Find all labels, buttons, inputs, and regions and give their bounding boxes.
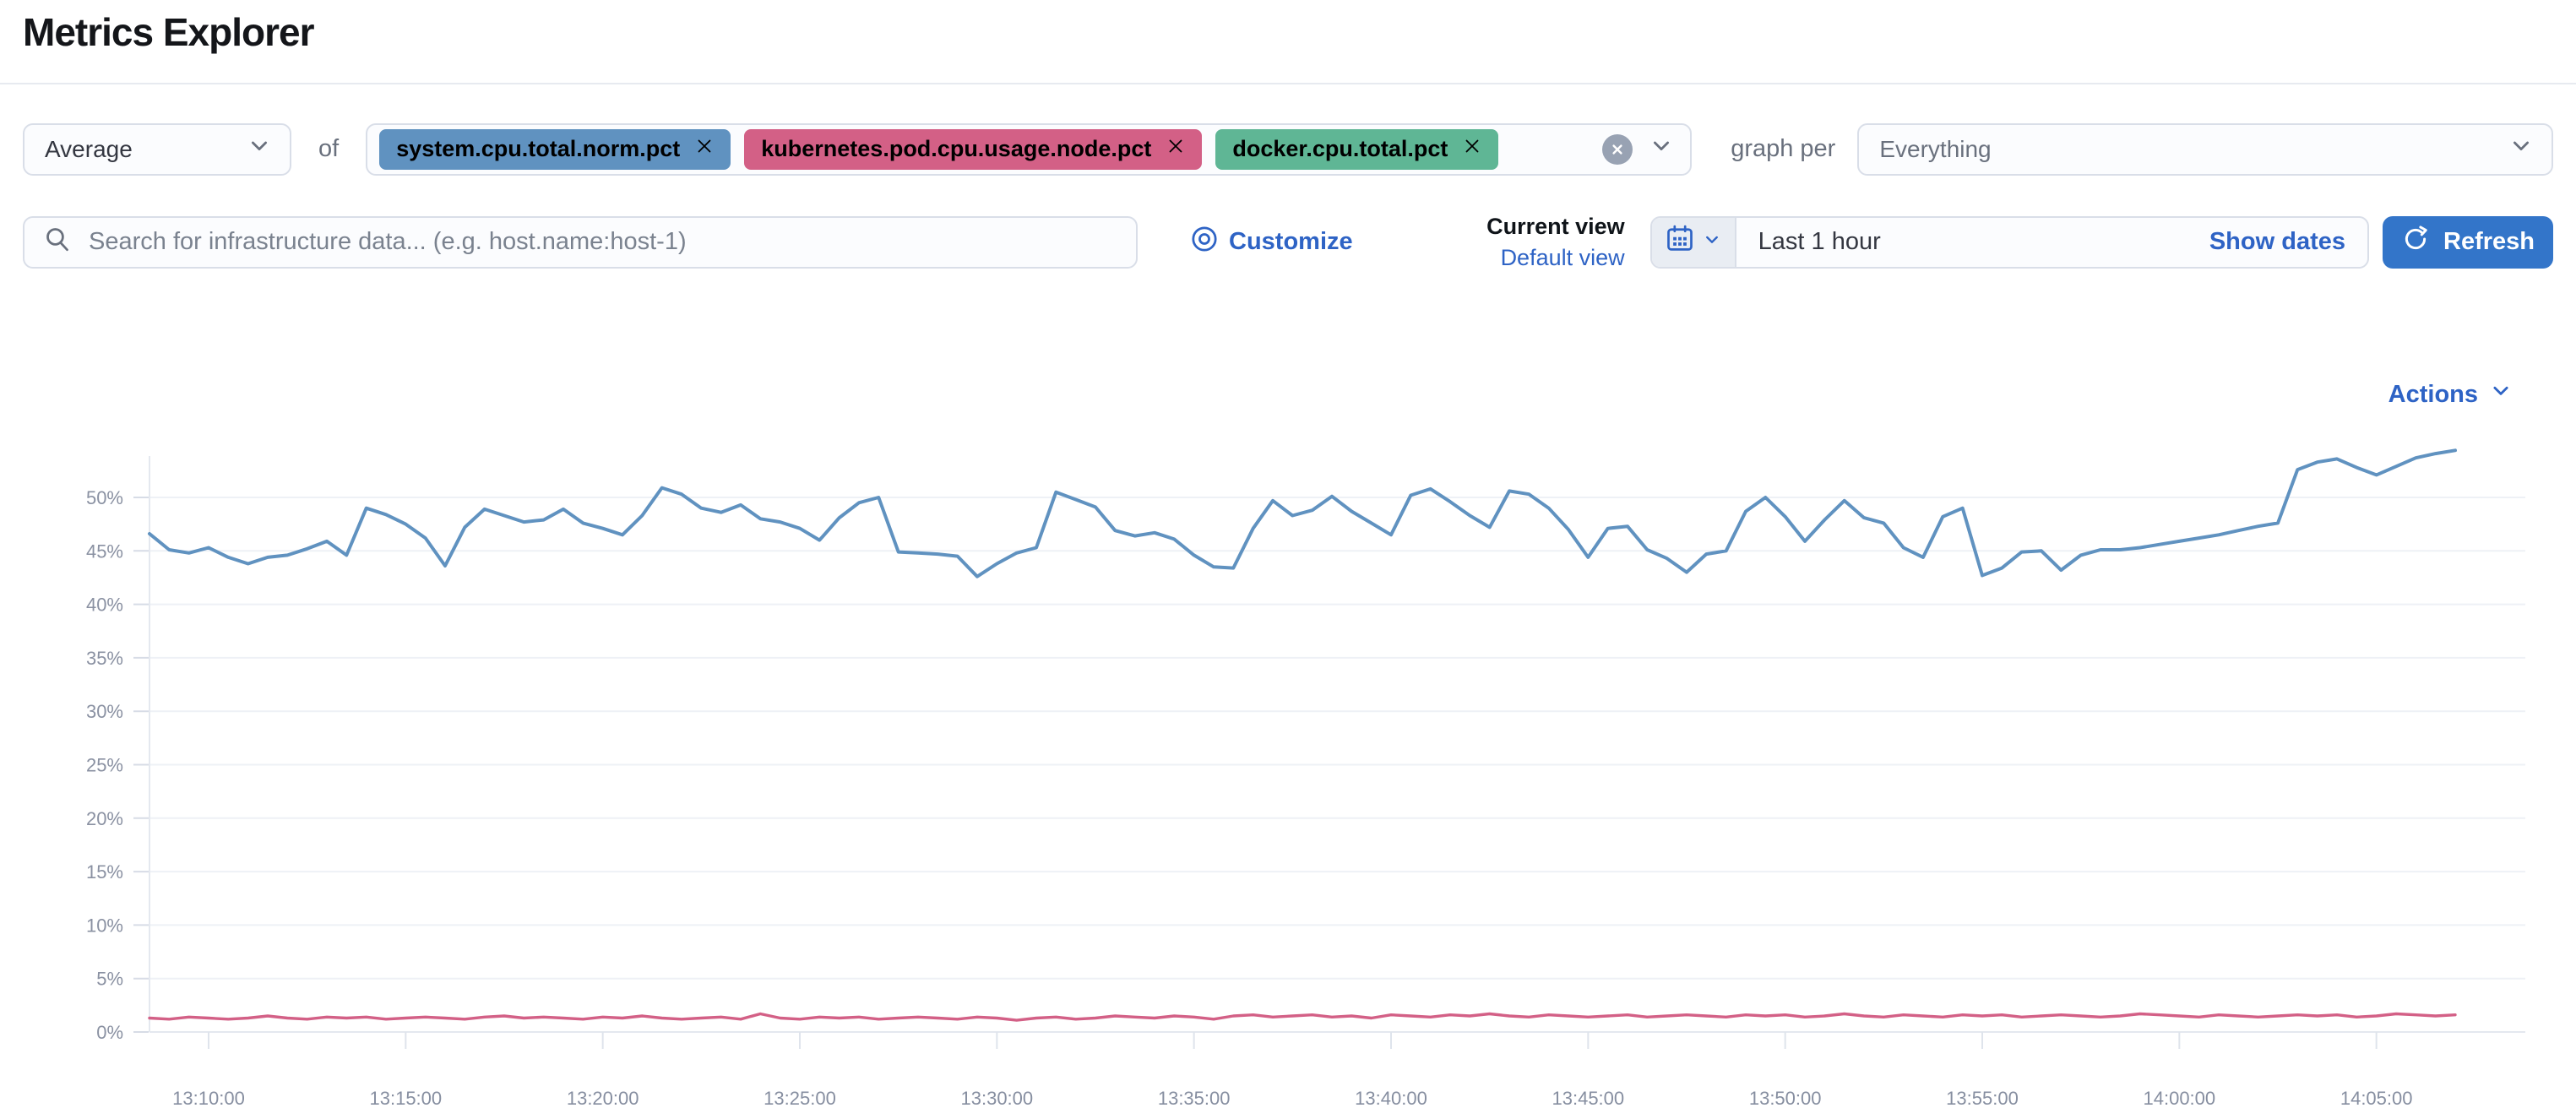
metric-badge[interactable]: docker.cpu.total.pct xyxy=(1215,128,1499,170)
group-by-select[interactable]: Everything xyxy=(1857,122,2553,176)
metrics-combobox[interactable]: system.cpu.total.norm.pct kubernetes.pod… xyxy=(366,122,1693,176)
page-header: Metrics Explorer xyxy=(0,0,2576,57)
svg-text:25%: 25% xyxy=(86,755,123,776)
svg-text:45%: 45% xyxy=(86,540,123,562)
of-label: of xyxy=(318,135,340,162)
svg-text:15%: 15% xyxy=(86,861,123,883)
customize-button[interactable]: Customize xyxy=(1190,225,1353,260)
svg-text:14:00:00: 14:00:00 xyxy=(2144,1088,2216,1108)
svg-text:40%: 40% xyxy=(86,595,123,616)
calendar-icon xyxy=(1665,224,1695,260)
quick-select-button[interactable] xyxy=(1651,217,1736,267)
svg-text:13:20:00: 13:20:00 xyxy=(567,1088,639,1108)
customize-eye-icon xyxy=(1190,225,1219,260)
metrics-chart[interactable]: 0% 5% 10% 15% 20% 25% 30% 35% 40% 45% 50% 13:10:00 1… xyxy=(0,439,2576,1108)
search-input[interactable] xyxy=(87,227,1117,257)
query-toolbar: Customize Current view Default view xyxy=(0,214,2576,271)
aggregation-value: Average xyxy=(45,135,133,162)
chart-actions-row: Actions xyxy=(2389,378,2514,410)
svg-text:13:45:00: 13:45:00 xyxy=(1552,1088,1625,1108)
search-box xyxy=(23,215,1138,269)
time-range-value[interactable]: Last 1 hour xyxy=(1758,228,1881,255)
metric-toolbar: Average of system.cpu.total.norm.pct kub… xyxy=(0,122,2576,176)
chevron-down-icon xyxy=(1702,229,1722,256)
svg-text:13:40:00: 13:40:00 xyxy=(1355,1088,1427,1108)
svg-text:13:35:00: 13:35:00 xyxy=(1158,1088,1231,1108)
date-picker: Last 1 hour Show dates xyxy=(1649,215,2369,269)
clear-metrics-icon[interactable] xyxy=(1602,133,1633,165)
svg-text:50%: 50% xyxy=(86,487,123,508)
actions-menu-button[interactable]: Actions xyxy=(2389,378,2514,410)
chevron-down-icon xyxy=(246,133,273,166)
metric-badge-label: system.cpu.total.norm.pct xyxy=(396,136,681,161)
current-view-label: Current view xyxy=(1486,213,1625,239)
remove-metric-icon[interactable] xyxy=(1461,135,1483,163)
metric-badge[interactable]: kubernetes.pod.cpu.usage.node.pct xyxy=(744,128,1203,170)
svg-text:13:10:00: 13:10:00 xyxy=(172,1088,245,1108)
header-divider xyxy=(0,82,2576,84)
svg-text:35%: 35% xyxy=(86,648,123,669)
graph-per-label: graph per xyxy=(1731,135,1836,162)
metric-badge-label: kubernetes.pod.cpu.usage.node.pct xyxy=(761,136,1152,161)
svg-text:10%: 10% xyxy=(86,915,123,936)
view-name-link[interactable]: Default view xyxy=(1500,244,1625,270)
group-by-value: Everything xyxy=(1879,135,1992,162)
metric-badge-list: system.cpu.total.norm.pct kubernetes.pod… xyxy=(379,128,1589,170)
saved-view-control: Current view Default view xyxy=(1451,214,1625,271)
refresh-icon xyxy=(2401,225,2430,260)
combobox-controls xyxy=(1602,133,1675,166)
metric-badge-label: docker.cpu.total.pct xyxy=(1232,136,1448,161)
customize-label: Customize xyxy=(1229,228,1353,255)
remove-metric-icon[interactable] xyxy=(693,135,715,163)
chevron-down-icon xyxy=(2508,133,2535,166)
search-icon xyxy=(43,225,72,259)
metric-badge[interactable]: system.cpu.total.norm.pct xyxy=(379,128,731,170)
svg-text:14:05:00: 14:05:00 xyxy=(2340,1088,2413,1108)
metrics-chart-area[interactable]: 0% 5% 10% 15% 20% 25% 30% 35% 40% 45% 50% 13:10:00 1… xyxy=(0,439,2576,1108)
page-title: Metrics Explorer xyxy=(23,10,314,54)
actions-label: Actions xyxy=(2388,380,2478,408)
svg-text:0%: 0% xyxy=(96,1022,123,1043)
svg-text:5%: 5% xyxy=(96,969,123,990)
refresh-label: Refresh xyxy=(2443,228,2535,255)
aggregation-select[interactable]: Average xyxy=(23,122,291,176)
remove-metric-icon[interactable] xyxy=(1165,135,1187,163)
svg-text:13:15:00: 13:15:00 xyxy=(370,1088,443,1108)
svg-text:13:30:00: 13:30:00 xyxy=(961,1088,1034,1108)
refresh-button[interactable]: Refresh xyxy=(2383,215,2553,269)
svg-text:13:55:00: 13:55:00 xyxy=(1946,1088,2019,1108)
show-dates-button[interactable]: Show dates xyxy=(2209,228,2345,255)
svg-text:13:50:00: 13:50:00 xyxy=(1749,1088,1822,1108)
chevron-down-icon xyxy=(2488,378,2514,410)
chevron-down-icon[interactable] xyxy=(1648,133,1675,166)
svg-text:20%: 20% xyxy=(86,808,123,829)
svg-text:13:25:00: 13:25:00 xyxy=(764,1088,836,1108)
svg-text:30%: 30% xyxy=(86,701,123,722)
